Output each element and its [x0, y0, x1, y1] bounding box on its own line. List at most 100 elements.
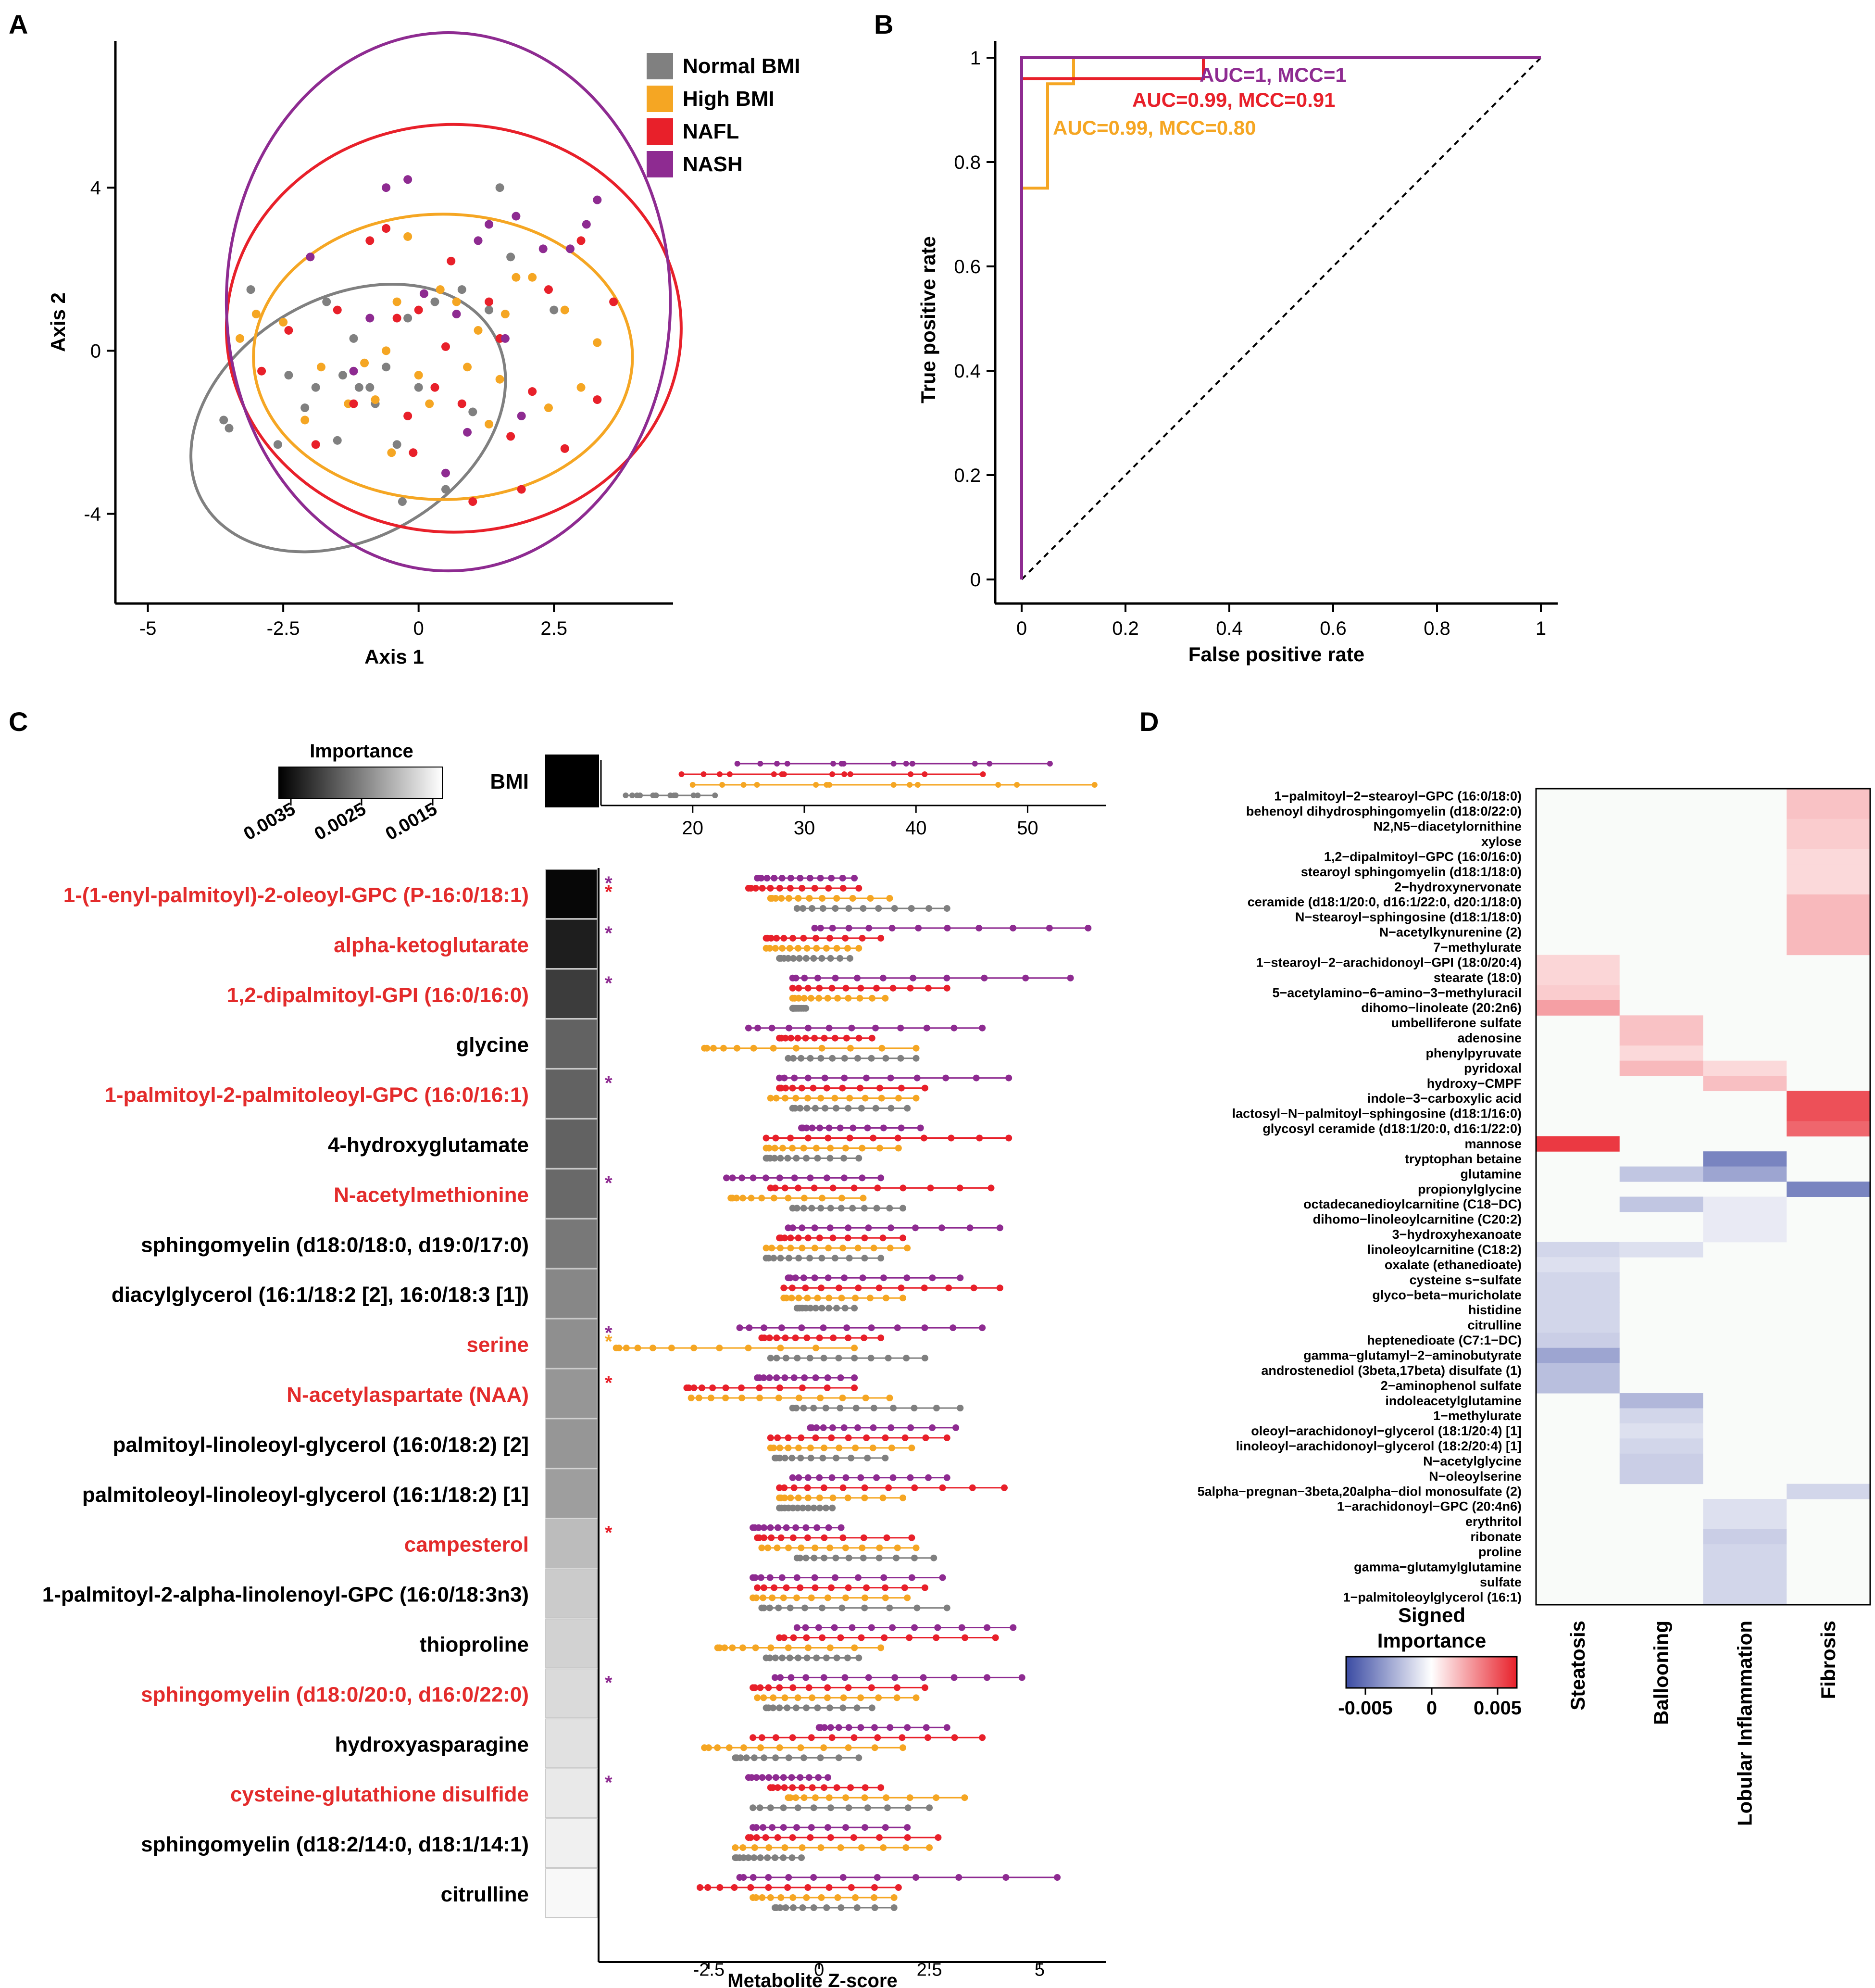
heatmap-cell: [1619, 1469, 1703, 1485]
data-point-nash: [805, 1024, 812, 1032]
data-point-nash: [872, 1024, 879, 1032]
panel-a-ellipses: [189, 31, 683, 573]
data-point-nafl: [781, 1784, 788, 1791]
data-point-nafl: [750, 1734, 757, 1741]
data-point-high-bmi: [757, 1744, 764, 1751]
data-point-nash: [929, 1424, 936, 1431]
metabolite-label: hydroxyasparagine: [335, 1733, 529, 1756]
data-point-nash: [763, 875, 771, 881]
data-point-normal-bmi: [810, 1804, 817, 1812]
metabolite-label: citrulline: [441, 1883, 529, 1906]
metabolite-label: N-acetylaspartate (NAA): [287, 1383, 529, 1407]
data-point-nafl: [811, 1034, 818, 1042]
heatmap-cell: [1787, 834, 1870, 850]
data-point-nafl: [782, 1084, 789, 1092]
data-point-nash: [778, 875, 786, 881]
data-point-nash: [1010, 924, 1017, 931]
metabolite-label: 4-hydroxyglutamate: [328, 1133, 529, 1157]
data-point-high-bmi: [812, 1544, 819, 1551]
data-point-nash: [832, 974, 839, 981]
heatmap-row-label: hydroxy−CMPF: [1427, 1076, 1522, 1091]
data-point-nafl: [761, 1334, 768, 1342]
data-point-normal-bmi: [838, 1604, 846, 1611]
data-point-high-bmi: [752, 1894, 760, 1901]
data-point-nafl: [756, 1384, 763, 1391]
data-point-normal-bmi: [787, 1604, 794, 1611]
data-point-nafl: [787, 1134, 794, 1142]
point-high-bmi: [360, 358, 369, 367]
heatmap-row-label: oleoyl−arachidonoyl−glycerol (18:1/20:4)…: [1251, 1424, 1522, 1438]
bmi-point: [678, 771, 685, 777]
data-point-nash: [854, 974, 861, 981]
point-normal-bmi: [468, 407, 477, 416]
data-point-high-bmi: [893, 1694, 900, 1701]
bmi-point: [1047, 761, 1053, 767]
data-point-nafl: [825, 1884, 833, 1891]
data-point-nafl: [825, 885, 832, 892]
panel-b-y-label: True positive rate: [917, 236, 939, 403]
data-point-normal-bmi: [912, 1055, 920, 1062]
data-point-nash: [746, 1324, 753, 1332]
data-point-nafl: [925, 984, 932, 992]
data-point-nash: [942, 1074, 950, 1082]
data-point-nafl: [894, 1134, 901, 1142]
data-point-high-bmi: [871, 1894, 878, 1901]
heatmap-cell: [1703, 1076, 1787, 1092]
data-point-high-bmi: [803, 944, 811, 952]
data-point-nafl: [782, 1334, 789, 1342]
data-point-nafl: [771, 1584, 778, 1591]
bmi-row: BMI 20 30 40 50: [490, 755, 1106, 839]
point-high-bmi: [392, 297, 401, 306]
data-point-nash: [805, 1774, 812, 1781]
data-point-high-bmi: [845, 1744, 852, 1751]
heatmap-cell: [1536, 1242, 1620, 1258]
data-point-normal-bmi: [840, 1155, 848, 1162]
significance-star: *: [605, 1073, 612, 1094]
data-point-normal-bmi: [770, 1255, 777, 1262]
data-point-nash: [793, 1824, 800, 1831]
data-point-high-bmi: [904, 1245, 911, 1252]
data-point-nash: [821, 1074, 828, 1082]
y-tick-label: 4: [90, 177, 101, 199]
heatmap-cell: [1787, 789, 1870, 804]
legend-swatch-nash: [647, 151, 673, 177]
y-tick-label: 0.2: [954, 465, 981, 486]
data-point-nafl: [875, 1284, 883, 1292]
data-point-nafl: [808, 1734, 815, 1741]
data-point-nash: [812, 1374, 819, 1381]
data-point-nafl: [911, 1484, 918, 1491]
data-point-normal-bmi: [780, 1854, 787, 1862]
data-point-normal-bmi: [799, 1504, 806, 1511]
data-point-nafl: [894, 1684, 901, 1691]
data-point-nash: [825, 1774, 832, 1781]
data-point-nafl: [803, 1334, 811, 1342]
data-point-nash: [789, 1224, 796, 1232]
data-point-normal-bmi: [904, 1105, 911, 1112]
data-point-nash: [863, 1074, 870, 1082]
point-high-bmi: [279, 318, 288, 327]
data-point-nafl: [901, 1584, 908, 1591]
data-point-nash: [880, 1124, 887, 1132]
data-point-normal-bmi: [822, 1504, 829, 1511]
data-point-nash: [831, 1624, 838, 1631]
data-point-nafl: [833, 1784, 840, 1791]
importance-cell: [545, 1568, 598, 1619]
point-nafl: [414, 305, 423, 315]
data-point-nash: [1067, 974, 1074, 981]
data-point-normal-bmi: [845, 1804, 852, 1812]
significance-star: *: [605, 1522, 612, 1544]
data-point-normal-bmi: [785, 1055, 792, 1062]
data-point-nash: [825, 1024, 833, 1032]
data-point-nash: [826, 1224, 834, 1232]
data-point-high-bmi: [767, 1644, 775, 1651]
point-normal-bmi: [246, 285, 255, 294]
data-point-nafl: [804, 984, 812, 992]
data-point-normal-bmi: [793, 1205, 800, 1212]
data-point-high-bmi: [900, 1295, 906, 1302]
point-normal-bmi: [485, 305, 494, 315]
data-point-nash: [755, 1524, 762, 1531]
data-point-high-bmi: [834, 994, 841, 1002]
data-point-nafl: [948, 1134, 955, 1142]
bmi-point: [695, 793, 701, 798]
data-point-high-bmi: [770, 1044, 777, 1052]
